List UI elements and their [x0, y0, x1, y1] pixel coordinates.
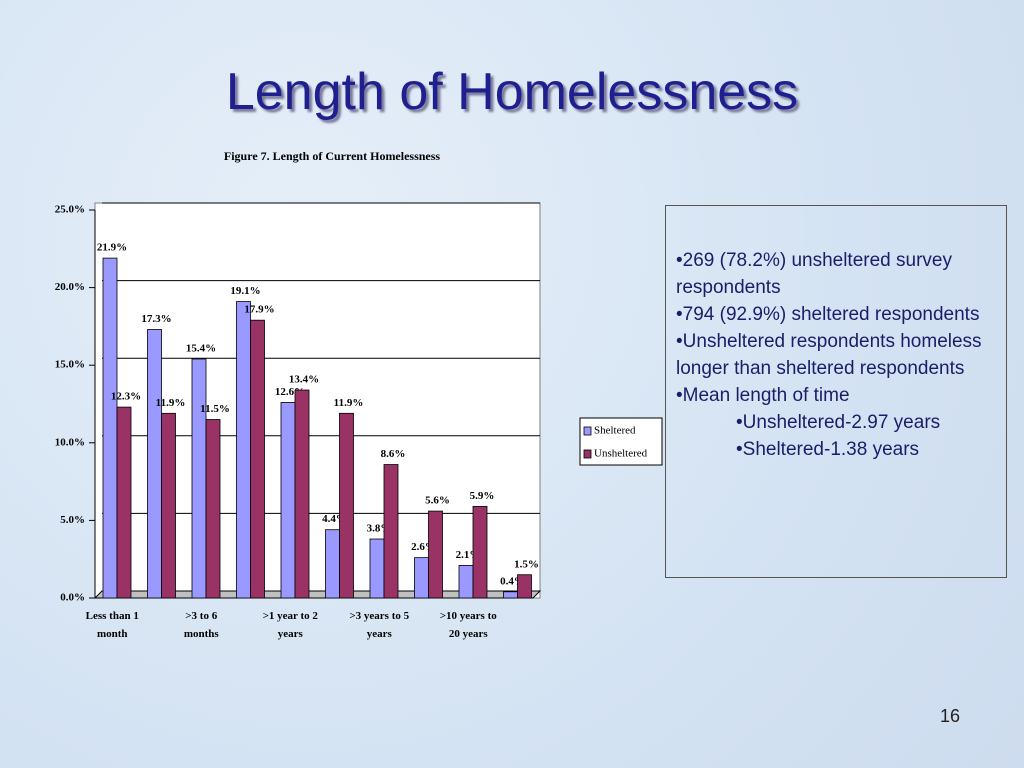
- data-label: 12.3%: [111, 391, 141, 403]
- bullet: •269 (78.2%) unsheltered survey responde…: [676, 250, 952, 298]
- y-tick-label: 0.0%: [60, 592, 85, 604]
- x-tick-label: >3 years to 5 years: [349, 610, 410, 640]
- bar: [383, 464, 399, 599]
- data-label: 11.9%: [156, 397, 186, 409]
- legend-box: [579, 417, 663, 466]
- slide-title: Length of Homelessness: [225, 63, 799, 121]
- legend-swatch: [583, 426, 592, 436]
- legend: Sheltered Unsheltered: [579, 417, 663, 466]
- bar: [147, 329, 162, 599]
- y-tick-label: 15.0%: [55, 359, 85, 371]
- data-label: 8.6%: [381, 448, 406, 460]
- bar: [369, 538, 385, 599]
- y-tick-label: 10.0%: [55, 436, 85, 448]
- data-label: 21.9%: [97, 242, 127, 254]
- sub-bullet: •Sheltered-1.38 years: [736, 439, 920, 460]
- text-box: •269 (78.2%) unsheltered survey responde…: [665, 205, 1007, 578]
- data-label: 17.3%: [141, 313, 171, 325]
- bar: [428, 510, 443, 599]
- bar: [161, 412, 176, 599]
- bar: [294, 389, 310, 599]
- y-tick-label: 5.0%: [60, 514, 85, 526]
- bar: [280, 402, 296, 599]
- bar: [205, 419, 221, 599]
- data-label: 5.6%: [425, 495, 450, 507]
- bar: [250, 319, 265, 599]
- data-label: 11.9%: [334, 397, 364, 409]
- legend-label: Unsheltered: [594, 448, 648, 460]
- sub-bullet: •Unsheltered-2.97 years: [736, 412, 941, 433]
- bullet: •Unsheltered respondents homeless longer…: [676, 331, 982, 379]
- bullet: •794 (92.9%) sheltered respondents: [676, 304, 980, 325]
- data-label: 15.4%: [186, 343, 216, 355]
- bar: [236, 301, 251, 599]
- bar: [517, 574, 532, 599]
- data-label: 19.1%: [230, 285, 260, 297]
- bar: [414, 557, 429, 599]
- legend-label: Sheltered: [594, 425, 636, 437]
- x-tick-label: >10 years to 20 years: [439, 610, 497, 640]
- bar: [116, 406, 132, 599]
- chart-title: Figure 7. Length of Current Homelessness: [224, 149, 441, 163]
- data-label: 11.5%: [200, 403, 230, 415]
- x-tick-label: >3 to 6 months: [183, 610, 219, 640]
- bullet: •Mean length of time: [676, 385, 850, 406]
- bar: [458, 565, 474, 599]
- bar: [339, 412, 354, 599]
- data-label: 17.9%: [244, 304, 274, 316]
- bar: [191, 358, 207, 599]
- bar: [102, 257, 118, 599]
- legend-swatch: [583, 449, 592, 459]
- x-tick-label: Less than 1 month: [85, 610, 139, 640]
- bar: [503, 591, 518, 599]
- page-number: 16: [939, 706, 961, 726]
- bar: [325, 529, 340, 599]
- data-label: 13.4%: [289, 374, 319, 386]
- x-tick-label: >1 year to 2 years: [262, 610, 318, 640]
- data-label: 1.5%: [514, 558, 539, 570]
- bar: [472, 506, 488, 599]
- y-tick-label: 25.0%: [55, 204, 85, 216]
- data-label: 5.9%: [470, 490, 495, 502]
- y-tick-label: 20.0%: [55, 281, 85, 293]
